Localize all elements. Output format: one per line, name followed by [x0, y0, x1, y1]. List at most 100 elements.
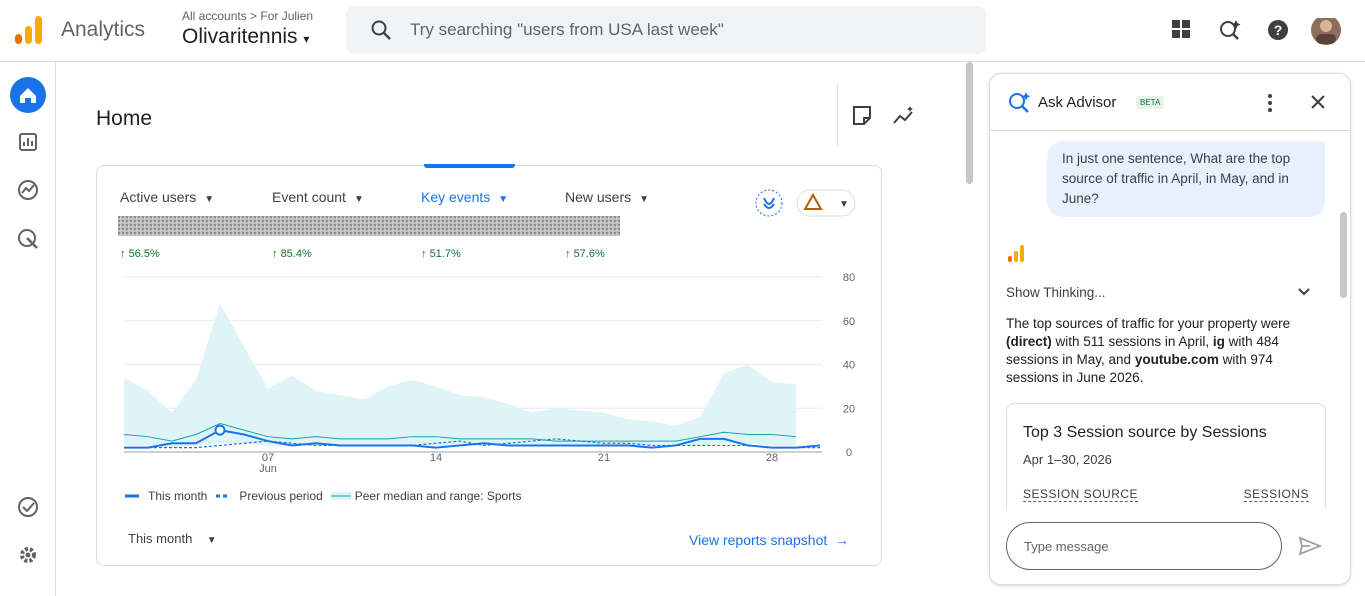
expand-icon[interactable]: [1296, 286, 1312, 298]
svg-text:▼: ▼: [839, 199, 849, 210]
x-tick-label: 07: [262, 452, 274, 464]
result-date: Apr 1–30, 2026: [1023, 452, 1112, 467]
peer-median-line: [123, 423, 797, 442]
show-thinking[interactable]: Show Thinking...: [1006, 285, 1106, 300]
divider: [837, 84, 838, 146]
header-icons[interactable]: ?: [1170, 18, 1350, 46]
kpi-tab[interactable]: New users ▼: [565, 189, 649, 205]
kpi-change-value: 56.5%: [128, 248, 160, 260]
y-tick-label: 60: [843, 316, 855, 328]
property-picker[interactable]: Olivaritennis ▾: [182, 25, 310, 48]
compare-picker[interactable]: This month ▼: [128, 531, 217, 546]
x-tick-label: 21: [598, 452, 610, 464]
search-icon: [371, 20, 391, 40]
kpi-tab[interactable]: Key events ▼: [421, 189, 508, 205]
kpi-change: ↑ 85.4%: [272, 248, 312, 260]
response-text: youtube.com: [1134, 352, 1219, 367]
input-area: Type message: [990, 508, 1350, 584]
highlight-point: [214, 424, 226, 436]
kpi-change: ↑ 57.6%: [565, 248, 605, 260]
x-tick-label: 28: [766, 452, 778, 464]
response-text: with 511 sessions in April,: [1051, 334, 1213, 349]
send-button[interactable]: [1298, 536, 1322, 556]
kpi-change: ↑ 51.7%: [421, 248, 461, 260]
legend-swatch: [125, 494, 139, 498]
kpi-label: Event count: [272, 189, 346, 205]
previous-line: [124, 438, 820, 449]
snapshot-link[interactable]: View reports snapshot →: [689, 532, 850, 548]
legend-item[interactable]: Peer median and range: Sports: [330, 489, 522, 503]
response-text: (direct): [1006, 334, 1052, 349]
logo: [15, 16, 42, 44]
assistant-response: The top sources of traffic for your prop…: [1006, 315, 1326, 387]
response-text: with 484 sessions in May, and: [1006, 334, 1279, 367]
kpi-tab[interactable]: Event count ▼: [272, 189, 364, 205]
up-arrow: ↑: [421, 248, 430, 260]
input-placeholder: Type message: [1024, 539, 1109, 554]
redacted-values: [118, 216, 620, 236]
kpi-change-value: 85.4%: [280, 248, 312, 260]
side-nav: [0, 62, 56, 596]
legend-swatch: [330, 492, 351, 500]
search-placeholder: Try searching "users from USA last week": [410, 20, 724, 39]
property-name: Olivaritennis: [182, 25, 298, 48]
divider: [990, 130, 1350, 131]
user-message: In just one sentence, What are the top s…: [1047, 141, 1325, 217]
result-card: Top 3 Session source by Sessions Apr 1–3…: [1006, 403, 1326, 584]
top-bar: Analytics All accounts > For Julien Oliv…: [0, 0, 1365, 62]
snapshot-link-text: View reports snapshot: [689, 532, 828, 548]
up-arrow: ↑: [565, 248, 574, 260]
assistant-avatar: [1008, 245, 1024, 262]
y-tick-label: 40: [843, 360, 855, 372]
legend-item[interactable]: This month: [124, 489, 207, 503]
legend-item[interactable]: Previous period: [215, 489, 323, 503]
nav-icons[interactable]: [0, 62, 55, 596]
advisor-icon: [1009, 92, 1031, 113]
scrollbar[interactable]: [966, 62, 973, 184]
column-header: SESSIONS: [1243, 487, 1309, 502]
svg-text:?: ?: [1274, 22, 1283, 38]
kpi-tab[interactable]: Active users ▼: [120, 189, 214, 205]
legend-label: Peer median and range: Sports: [354, 489, 522, 503]
column-header: SESSION SOURCE: [1023, 487, 1139, 502]
y-tick-label: 0: [846, 447, 852, 459]
beta-badge: BETA: [1136, 96, 1165, 109]
legend: This month Previous period Peer median and…: [124, 489, 530, 503]
x-tick-label: 14: [430, 452, 442, 464]
current-line: [124, 429, 821, 449]
page-title: Home: [96, 107, 153, 130]
toolbar-icons[interactable]: [850, 104, 920, 130]
advisor-panel: Ask Advisor BETA In just one sentence, W…: [989, 73, 1351, 585]
y-tick-label: 80: [843, 272, 855, 284]
x-sublabel: Jun: [259, 463, 277, 475]
up-arrow: ↑: [120, 248, 129, 260]
kpi-label: Active users: [120, 189, 197, 205]
legend-label: This month: [148, 489, 208, 503]
dropdown-arrow: ▼: [353, 194, 364, 205]
dropdown-arrow: ▼: [498, 194, 509, 205]
selected-tab-indicator: [424, 164, 515, 168]
kpi-change-value: 57.6%: [573, 248, 605, 260]
response-text: with 974 sessions in June 2026.: [1006, 352, 1273, 385]
peer-range-area: [124, 303, 796, 448]
product-name: Analytics: [61, 18, 146, 41]
response-text: ig: [1212, 334, 1225, 349]
result-title: Top 3 Session source by Sessions: [1023, 424, 1267, 441]
advisor-title: Ask Advisor: [1038, 94, 1117, 111]
breadcrumb[interactable]: All accounts > For Julien: [182, 9, 314, 23]
legend-swatch: [216, 494, 231, 498]
message-input[interactable]: Type message: [1006, 522, 1282, 570]
kpi-label: New users: [565, 189, 632, 205]
kpi-change-value: 51.7%: [429, 248, 461, 260]
up-arrow: ↑: [272, 248, 281, 260]
kpi-change: ↑ 56.5%: [120, 248, 160, 260]
kpi-label: Key events: [421, 189, 491, 205]
legend-label: Previous period: [239, 489, 323, 503]
scrollbar[interactable]: [1340, 212, 1347, 298]
advisor-actions[interactable]: [1258, 92, 1338, 114]
dropdown-arrow: ▼: [204, 194, 215, 205]
card-actions[interactable]: ▼: [755, 188, 857, 218]
search-box[interactable]: Try searching "users from USA last week": [346, 6, 986, 54]
